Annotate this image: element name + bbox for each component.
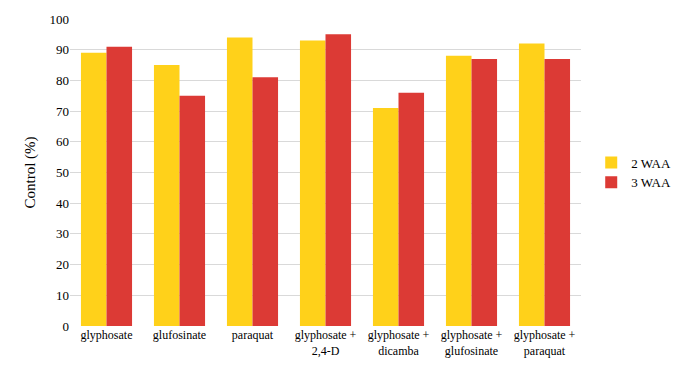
svg-text:0: 0 bbox=[63, 319, 70, 334]
svg-text:paraquat: paraquat bbox=[232, 328, 274, 342]
svg-text:2 WAA: 2 WAA bbox=[631, 156, 671, 171]
svg-text:80: 80 bbox=[56, 73, 69, 88]
svg-text:glyphosate +2,4-D: glyphosate +2,4-D bbox=[295, 328, 357, 358]
svg-text:glyphosate +dicamba: glyphosate +dicamba bbox=[368, 328, 430, 358]
svg-text:glufosinate: glufosinate bbox=[153, 328, 206, 342]
svg-text:100: 100 bbox=[50, 12, 70, 27]
svg-text:glyphosate +paraquat: glyphosate +paraquat bbox=[514, 328, 576, 358]
svg-text:glyphosate: glyphosate bbox=[81, 328, 133, 342]
svg-text:40: 40 bbox=[56, 196, 69, 211]
svg-text:Control (%): Control (%) bbox=[22, 136, 39, 208]
svg-text:30: 30 bbox=[56, 226, 69, 241]
svg-text:90: 90 bbox=[56, 42, 69, 57]
svg-text:glyphosate +glufosinate: glyphosate +glufosinate bbox=[441, 328, 503, 358]
svg-text:10: 10 bbox=[56, 288, 69, 303]
svg-text:20: 20 bbox=[56, 257, 69, 272]
svg-text:3 WAA: 3 WAA bbox=[631, 175, 671, 190]
svg-text:50: 50 bbox=[56, 165, 69, 180]
svg-text:70: 70 bbox=[56, 104, 69, 119]
svg-text:60: 60 bbox=[56, 134, 69, 149]
